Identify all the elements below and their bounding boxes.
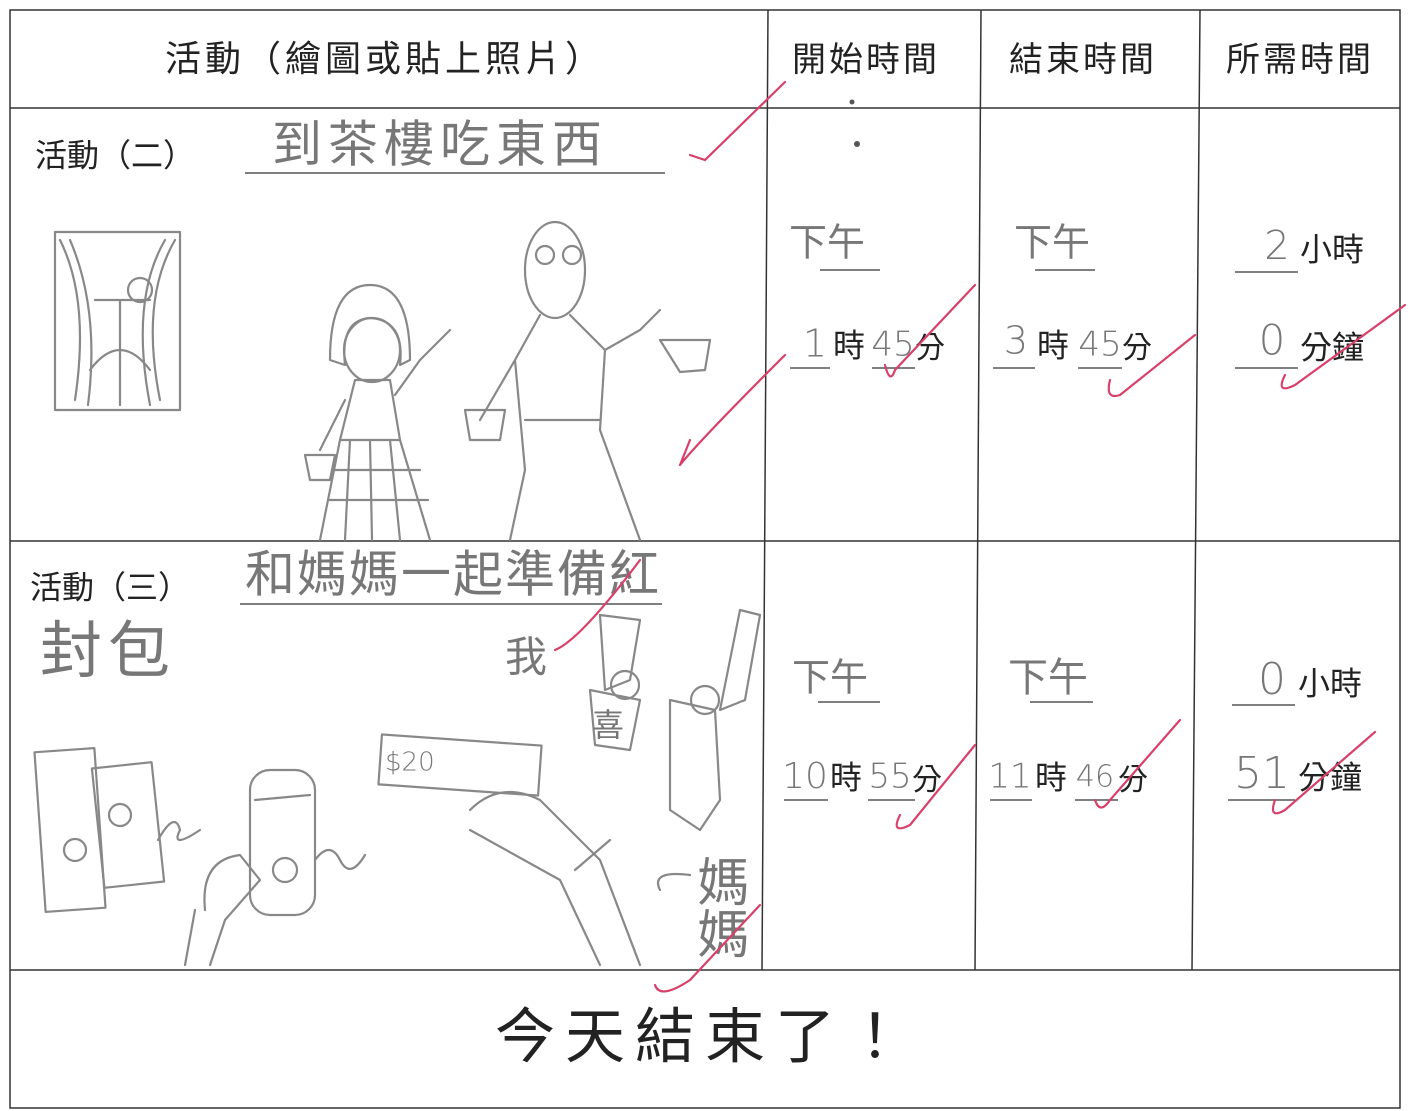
check-mark xyxy=(1280,303,1407,390)
column-line xyxy=(974,9,982,971)
hour: 1 xyxy=(803,322,827,366)
drawing xyxy=(53,220,712,542)
hour: 11 xyxy=(988,757,1031,797)
hours-unit: 小時 xyxy=(1298,665,1362,703)
check-mark xyxy=(895,743,977,830)
header-cell: 結束時間 xyxy=(1009,40,1157,80)
period: 下午 xyxy=(1008,655,1088,701)
drawing-label: 媽媽 xyxy=(688,855,748,959)
hour-unit: 時 xyxy=(1037,327,1069,365)
minute: 55 xyxy=(868,757,911,797)
drawing-label: 喜 xyxy=(592,706,624,744)
check-mark xyxy=(553,558,642,652)
activity-title: 和媽媽一起準備紅 xyxy=(245,546,661,604)
end-time: 下午 3 時 45 分 xyxy=(993,221,1152,369)
period: 下午 xyxy=(1014,221,1090,265)
minute-unit: 分 xyxy=(1118,763,1148,798)
drawing-label: 我 xyxy=(505,633,547,682)
minute: 45 xyxy=(871,325,914,365)
table-grid xyxy=(9,9,1401,1109)
dot xyxy=(854,141,860,147)
hour: 10 xyxy=(782,756,828,797)
check-mark xyxy=(678,353,787,467)
check-mark xyxy=(1107,333,1197,398)
minute-unit: 分 xyxy=(915,331,945,366)
dot xyxy=(849,99,855,105)
header-cell: 開始時間 xyxy=(792,40,940,80)
hour-unit: 時 xyxy=(1035,759,1067,797)
minutes: 0 xyxy=(1259,316,1286,365)
column-line xyxy=(1191,9,1201,971)
minute: 46 xyxy=(1076,760,1114,795)
end-time: 下午 11 時 46 分 xyxy=(988,655,1148,801)
minutes-unit: 分鐘 xyxy=(1300,329,1364,367)
period: 下午 xyxy=(789,221,865,265)
minutes: 51 xyxy=(1234,748,1290,799)
hours: 2 xyxy=(1264,223,1289,269)
check-mark xyxy=(1271,730,1377,815)
hours: 0 xyxy=(1258,654,1286,705)
header-cell: 活動（繪圖或貼上照片） xyxy=(165,39,605,80)
drawing xyxy=(33,608,762,967)
start-time: 下午 1 時 45 分 xyxy=(789,221,945,369)
table-border xyxy=(9,9,1401,1109)
hour-unit: 時 xyxy=(833,327,865,365)
activity-title: 到茶樓吃東西 xyxy=(272,116,608,174)
activity-label: 活動（三） xyxy=(30,569,190,607)
duration: 2 小時 0 分鐘 xyxy=(1235,223,1364,369)
check-mark xyxy=(883,283,977,378)
check-mark xyxy=(688,80,787,162)
activity-label: 活動（二） xyxy=(35,137,195,175)
duration: 0 小時 51 分鐘 xyxy=(1228,654,1362,801)
check-mark xyxy=(1093,718,1182,809)
minute: 45 xyxy=(1078,325,1121,365)
hour-unit: 時 xyxy=(830,759,862,797)
activity-title: 封包 xyxy=(40,614,176,687)
header-cell: 所需時間 xyxy=(1226,40,1374,80)
start-time: 下午 10 時 55 分 xyxy=(782,656,942,801)
hour: 3 xyxy=(1004,319,1028,363)
column-line xyxy=(761,9,769,971)
hours-unit: 小時 xyxy=(1300,231,1364,269)
check-mark xyxy=(653,903,762,993)
drawing-label: $20 xyxy=(385,748,435,778)
minute-unit: 分 xyxy=(1122,331,1152,366)
footer-text: 今天結束了！ xyxy=(495,1003,915,1073)
period: 下午 xyxy=(792,656,868,700)
